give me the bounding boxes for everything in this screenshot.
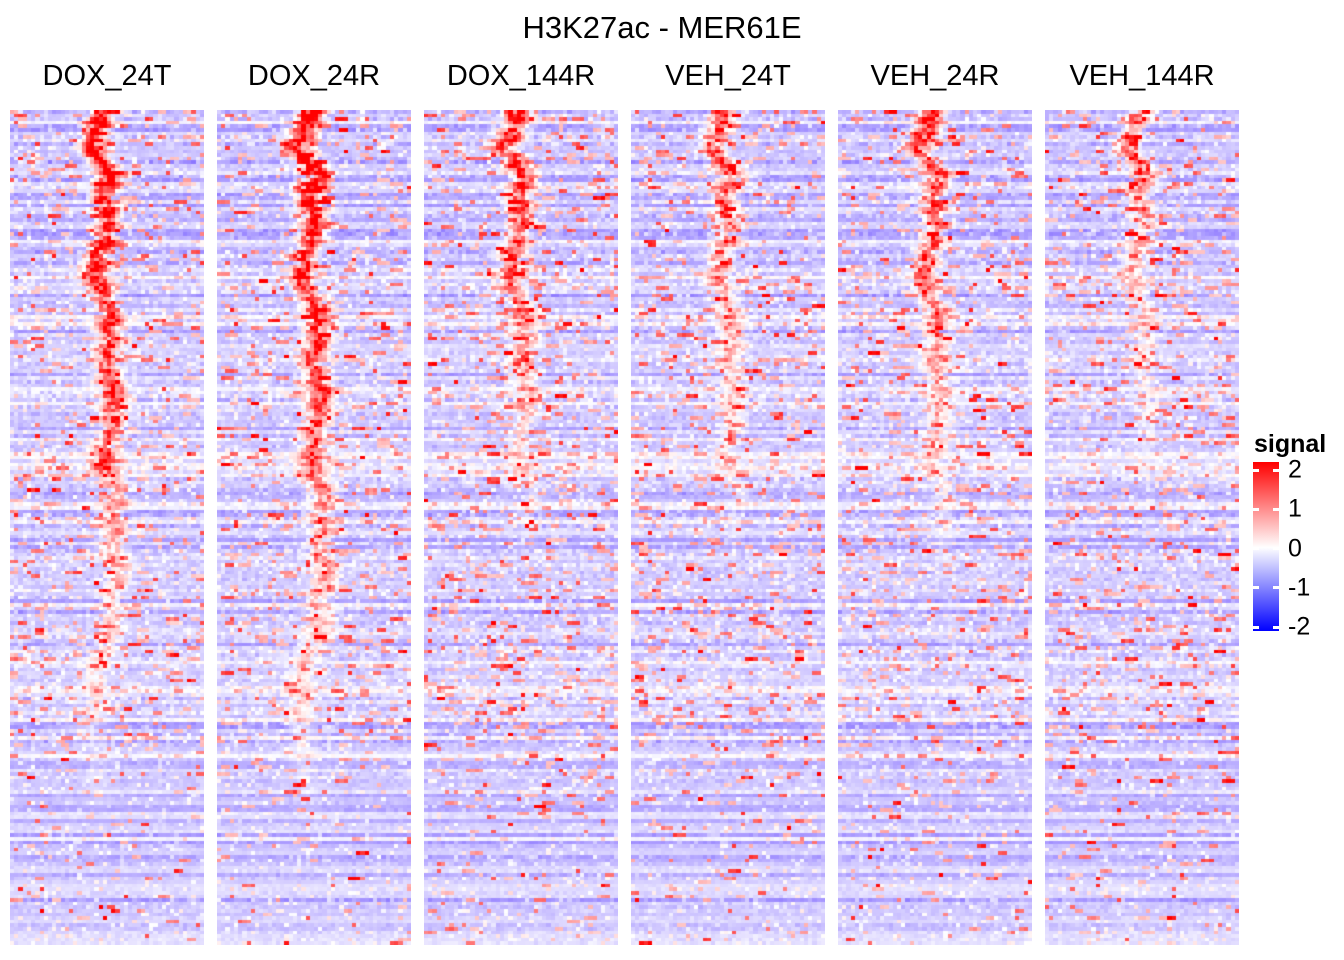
figure-title: H3K27ac - MER61E: [522, 10, 802, 45]
heatmap-canvas-veh_24r: [838, 110, 1032, 945]
colorbar-tick-mark: [1273, 547, 1279, 550]
colorbar-tick-label: -2: [1288, 612, 1311, 641]
heatmap-panel-veh_24t: VEH_24T: [631, 56, 825, 945]
colorbar-tick-mark: [1273, 625, 1279, 629]
heatmap-panel-dox_24r: DOX_24R: [217, 56, 411, 945]
colorbar-tick-mark: [1253, 586, 1259, 590]
panel-label: DOX_24T: [42, 60, 172, 92]
heatmap-panel-veh_144r: VEH_144R: [1045, 56, 1239, 945]
panel-label: VEH_24R: [870, 60, 1000, 92]
colorbar-tick-mark: [1253, 625, 1259, 629]
heatmap-canvas-veh_24t: [631, 110, 825, 945]
colorbar-tick-label: 0: [1288, 534, 1302, 562]
colorbar-tick-mark: [1273, 507, 1279, 511]
colorbar-tick-mark: [1273, 586, 1279, 590]
colorbar-tick-mark: [1253, 468, 1259, 472]
colorbar-tick-label: 1: [1288, 494, 1302, 523]
colorbar-gradient: [1253, 462, 1279, 631]
panels-container: DOX_24T DOX_24R DOX_144R VEH_24T VEH_24R VEH_…: [10, 56, 1239, 945]
heatmap-canvas-dox_24t: [10, 110, 204, 945]
heatmap-canvas-dox_144r: [424, 110, 618, 945]
colorbar-tick-mark: [1253, 507, 1259, 511]
colorbar-tick-label: -1: [1288, 573, 1311, 602]
panel-label: VEH_24T: [665, 60, 791, 92]
heatmap-panel-veh_24r: VEH_24R: [838, 56, 1032, 945]
panel-label: VEH_144R: [1069, 60, 1215, 92]
heatmap-canvas-veh_144r: [1045, 110, 1239, 945]
heatmap-panel-dox_24t: DOX_24T: [10, 56, 204, 945]
colorbar-tick-mark: [1253, 547, 1259, 550]
heatmap-canvas-dox_24r: [217, 110, 411, 945]
colorbar-tick-mark: [1273, 468, 1279, 472]
heatmap-panel-dox_144r: DOX_144R: [424, 56, 618, 945]
legend-title: signal: [1254, 430, 1327, 458]
panel-label: DOX_144R: [446, 60, 596, 92]
panel-label: DOX_24R: [247, 60, 381, 92]
legend: signal 2 1 0 -1 -2: [1253, 430, 1344, 650]
colorbar-tick-label: 2: [1288, 455, 1302, 484]
